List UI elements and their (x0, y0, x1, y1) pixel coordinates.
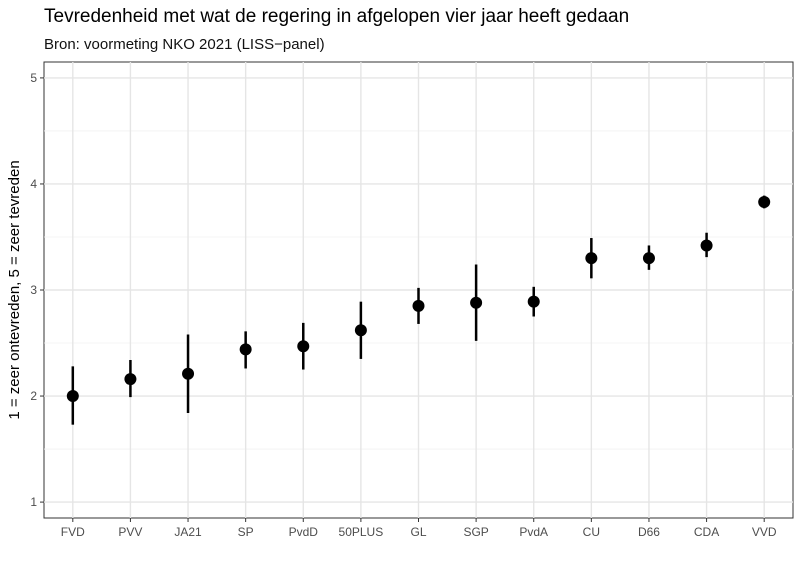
y-tick-label: 1 (30, 495, 37, 509)
data-point (182, 367, 195, 380)
y-tick-label: 4 (30, 177, 37, 191)
data-point (354, 324, 367, 337)
data-point (585, 252, 598, 265)
y-tick-label: 5 (30, 71, 37, 85)
data-point (297, 340, 310, 353)
x-tick-label: SP (238, 525, 254, 539)
x-tick-label: SGP (463, 525, 488, 539)
data-point (412, 299, 425, 312)
data-point (642, 252, 655, 265)
x-tick-label: CU (583, 525, 600, 539)
x-tick-label: 50PLUS (339, 525, 384, 539)
chart-subtitle: Bron: voormeting NKO 2021 (LISS−panel) (44, 36, 325, 53)
data-point (527, 295, 540, 308)
grid-lines (44, 62, 793, 518)
x-tick-label: GL (410, 525, 426, 539)
x-tick-label: FVD (61, 525, 85, 539)
y-axis-title: 1 = zeer ontevreden, 5 = zeer tevreden (6, 160, 23, 419)
y-tick-label: 3 (30, 283, 37, 297)
y-tick-label: 2 (30, 389, 37, 403)
data-point (124, 373, 137, 386)
x-tick-label: PvdD (289, 525, 319, 539)
data-point (66, 390, 79, 403)
data-marks (66, 195, 771, 425)
data-point (758, 195, 771, 208)
x-tick-label: JA21 (174, 525, 202, 539)
data-point (700, 239, 713, 252)
x-tick-label: VVD (752, 525, 777, 539)
data-point (239, 343, 252, 356)
axis-ticks: 1 2 3 4 5 FVD PVV JA21 SP PvdD 50PLUS GL SGP PvdA CU D6… (30, 71, 777, 539)
x-tick-label: CDA (694, 525, 719, 539)
chart-title: Tevredenheid met wat de regering in afge… (44, 6, 630, 27)
x-tick-label: PvdA (519, 525, 548, 539)
data-point (470, 296, 483, 309)
x-tick-label: D66 (638, 525, 660, 539)
x-tick-label: PVV (118, 525, 142, 539)
